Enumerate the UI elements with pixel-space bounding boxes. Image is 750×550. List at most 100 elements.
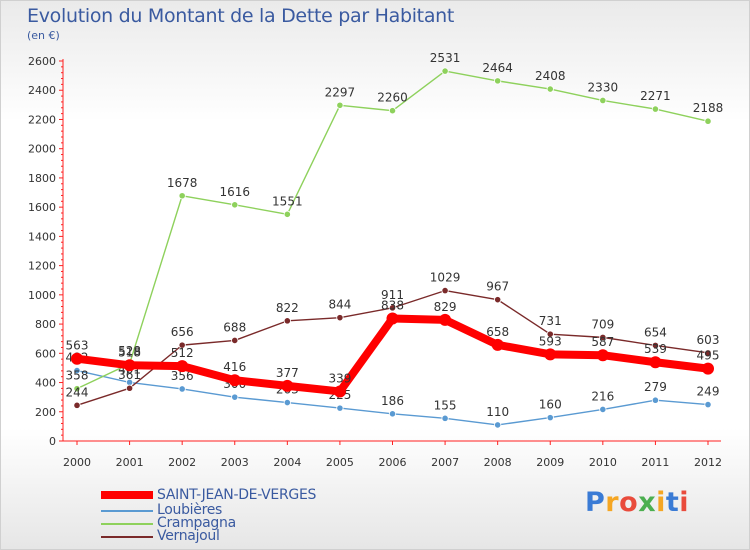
data-label-saint-jean-de-verges: 829: [434, 300, 457, 314]
data-label-crampagna: 1616: [219, 185, 250, 199]
y-tick-label: 1600: [28, 201, 56, 214]
logo-letter: i: [679, 487, 690, 518]
data-point-saint-jean-de-verges: [281, 379, 294, 392]
legend-label-crampagna: Crampagna: [157, 515, 236, 531]
data-point-crampagna: [388, 107, 397, 115]
logo-letter: i: [656, 487, 666, 518]
x-tick-label: 2008: [484, 456, 512, 469]
y-tick-label: 1400: [28, 230, 56, 243]
data-point-vernajoul: [388, 304, 397, 312]
x-tick-label: 2000: [63, 456, 91, 469]
logo-letter: P: [585, 487, 606, 518]
logo-letter: r: [605, 487, 620, 518]
data-label-crampagna: 2531: [430, 51, 461, 65]
x-tick-label: 2003: [221, 456, 249, 469]
data-point-loubieres: [231, 393, 239, 401]
data-point-saint-jean-de-verges: [71, 352, 83, 365]
x-tick-label: 2002: [168, 456, 196, 469]
data-label-saint-jean-de-verges: 495: [697, 349, 720, 363]
y-tick-label: 800: [35, 318, 56, 331]
y-tick-label: 1000: [28, 289, 56, 302]
y-tick-label: 1800: [28, 172, 56, 185]
data-point-saint-jean-de-verges: [702, 362, 714, 375]
data-label-crampagna: 2464: [482, 61, 513, 75]
data-label-saint-jean-de-verges: 658: [486, 325, 509, 339]
data-label-loubieres: 155: [434, 398, 457, 412]
data-point-saint-jean-de-verges: [123, 359, 136, 372]
data-point-vernajoul: [651, 341, 660, 350]
data-point-saint-jean-de-verges: [333, 385, 346, 398]
data-point-loubieres: [73, 366, 81, 375]
data-point-loubieres: [704, 401, 712, 409]
y-tick-label: 600: [35, 347, 56, 360]
data-point-vernajoul: [73, 401, 81, 409]
data-point-crampagna: [336, 101, 344, 109]
data-label-crampagna: 1551: [272, 194, 303, 208]
data-point-loubieres: [494, 421, 502, 429]
data-label-saint-jean-de-verges: 377: [276, 366, 299, 380]
data-point-vernajoul: [494, 296, 502, 304]
data-point-vernajoul: [283, 317, 291, 325]
data-label-saint-jean-de-verges: 563: [66, 339, 89, 353]
data-label-vernajoul: 911: [381, 288, 404, 302]
legend-label-vernajoul: Vernajoul: [157, 528, 220, 544]
data-label-saint-jean-de-verges: 593: [539, 334, 562, 348]
data-label-vernajoul: 822: [276, 301, 299, 315]
x-tick-label: 2010: [589, 456, 617, 469]
data-point-loubieres: [336, 404, 344, 412]
data-point-saint-jean-de-verges: [544, 348, 557, 361]
data-point-saint-jean-de-verges: [228, 374, 241, 387]
data-label-loubieres: 110: [486, 405, 509, 419]
data-label-crampagna: 2271: [640, 89, 671, 103]
data-point-crampagna: [231, 201, 239, 209]
data-point-saint-jean-de-verges: [596, 349, 609, 362]
y-tick-label: 400: [35, 377, 56, 390]
data-label-crampagna: 1678: [167, 176, 198, 190]
data-label-saint-jean-de-verges: 339: [328, 371, 351, 385]
data-point-vernajoul: [231, 336, 239, 345]
data-point-loubieres: [388, 410, 397, 418]
data-point-loubieres: [546, 414, 554, 422]
x-tick-label: 2009: [536, 456, 564, 469]
data-point-vernajoul: [125, 384, 134, 392]
data-point-crampagna: [494, 77, 502, 85]
logo-letter: t: [665, 487, 680, 518]
data-label-crampagna: 2297: [325, 85, 356, 99]
x-tick-label: 2011: [641, 456, 669, 469]
legend-swatch-crampagna: [101, 523, 153, 525]
data-label-crampagna: 2260: [377, 91, 408, 105]
data-label-vernajoul: 603: [697, 333, 720, 347]
legend-swatch-vernajoul: [101, 536, 153, 538]
y-tick-label: 2600: [28, 55, 56, 68]
data-point-crampagna: [546, 85, 554, 93]
data-label-crampagna: 2188: [693, 101, 724, 115]
data-label-vernajoul: 1029: [430, 271, 461, 285]
data-point-crampagna: [599, 96, 607, 105]
data-point-saint-jean-de-verges: [176, 360, 189, 373]
data-label-saint-jean-de-verges: 512: [171, 346, 194, 360]
data-label-crampagna: 2408: [535, 69, 566, 83]
data-point-saint-jean-de-verges: [649, 356, 662, 369]
data-point-crampagna: [704, 117, 712, 125]
data-point-saint-jean-de-verges: [386, 312, 399, 325]
data-point-vernajoul: [336, 314, 344, 322]
x-tick-label: 2006: [379, 456, 407, 469]
logo-letter: o: [619, 487, 639, 518]
data-point-crampagna: [441, 67, 449, 75]
data-point-loubieres: [651, 396, 660, 404]
data-point-saint-jean-de-verges: [439, 313, 452, 326]
data-label-loubieres: 186: [381, 394, 404, 408]
proxiti-logo: Proxiti: [585, 487, 689, 518]
data-point-loubieres: [178, 385, 186, 393]
data-point-crampagna: [651, 105, 660, 113]
y-tick-label: 2000: [28, 143, 56, 156]
data-label-crampagna: 528: [118, 344, 141, 358]
data-label-saint-jean-de-verges: 416: [223, 360, 246, 374]
data-label-saint-jean-de-verges: 518: [118, 345, 141, 359]
x-tick-label: 2012: [694, 456, 722, 469]
data-label-loubieres: 279: [644, 380, 667, 394]
data-point-vernajoul: [599, 333, 607, 341]
legend-label-saint-jean-de-verges: SAINT-JEAN-DE-VERGES: [157, 487, 317, 503]
data-point-vernajoul: [546, 330, 554, 338]
